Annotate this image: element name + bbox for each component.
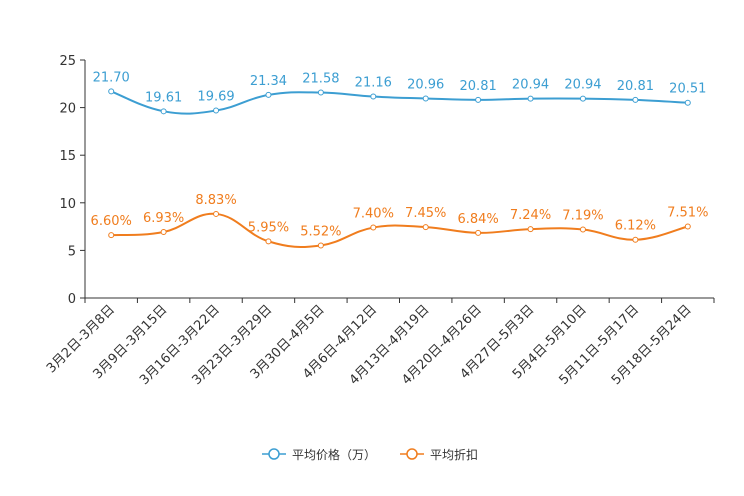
legend-label: 平均折扣 bbox=[430, 447, 478, 462]
data-label: 21.16 bbox=[355, 76, 392, 91]
data-point bbox=[213, 210, 220, 217]
data-label: 8.83% bbox=[195, 193, 236, 208]
data-label: 19.61 bbox=[145, 90, 182, 105]
series-line bbox=[110, 90, 688, 115]
y-tick-label: 20 bbox=[59, 102, 76, 117]
data-label: 20.96 bbox=[407, 77, 444, 92]
data-point bbox=[475, 96, 482, 103]
data-label: 6.60% bbox=[91, 214, 132, 229]
series-avg-discount: 6.60% 6.93% 8.83% 5.95% 5.52% 7.40% 7.45% 6.84%… bbox=[91, 193, 708, 249]
data-label: 5.95% bbox=[248, 220, 289, 235]
data-point bbox=[108, 88, 115, 95]
data-point bbox=[422, 95, 429, 102]
data-point bbox=[579, 95, 586, 102]
series-line bbox=[111, 212, 689, 249]
data-label: 5.52% bbox=[300, 224, 341, 239]
data-label: 7.51% bbox=[667, 206, 708, 221]
y-tick-label: 25 bbox=[59, 54, 76, 69]
legend-item: 平均折扣 bbox=[400, 447, 478, 462]
legend-label: 平均价格（万） bbox=[292, 447, 376, 462]
y-tick-label: 5 bbox=[68, 244, 76, 259]
data-point bbox=[317, 89, 324, 96]
data-point bbox=[160, 229, 167, 236]
data-point bbox=[475, 229, 482, 236]
legend-marker bbox=[268, 448, 280, 460]
data-point bbox=[370, 93, 377, 100]
data-label: 19.69 bbox=[197, 90, 234, 105]
data-label: 6.93% bbox=[143, 211, 184, 226]
data-label: 6.12% bbox=[615, 219, 656, 234]
data-label: 20.81 bbox=[460, 79, 497, 94]
data-label: 21.34 bbox=[250, 74, 287, 89]
y-tick-label: 15 bbox=[59, 149, 76, 164]
data-point bbox=[108, 232, 115, 239]
y-tick-label: 10 bbox=[59, 197, 76, 212]
data-point bbox=[213, 107, 220, 114]
data-point bbox=[632, 236, 639, 243]
data-label: 7.19% bbox=[562, 209, 603, 224]
data-label: 21.58 bbox=[302, 72, 339, 87]
series-avg-price: 21.70 19.61 19.69 21.34 21.58 21.16 20.96 20.81… bbox=[93, 70, 706, 115]
data-point bbox=[265, 91, 272, 98]
data-point bbox=[527, 95, 534, 102]
y-tick-label: 0 bbox=[68, 292, 76, 307]
data-point bbox=[684, 223, 691, 230]
data-label: 21.70 bbox=[93, 70, 130, 85]
data-label: 6.84% bbox=[457, 212, 498, 227]
data-point bbox=[422, 224, 429, 231]
data-label: 7.24% bbox=[510, 208, 551, 223]
legend-marker bbox=[406, 448, 418, 460]
data-point bbox=[317, 242, 324, 249]
data-point bbox=[527, 226, 534, 233]
data-point bbox=[684, 99, 691, 106]
legend-item: 平均价格（万） bbox=[262, 447, 376, 462]
data-point bbox=[265, 238, 272, 245]
data-point bbox=[370, 224, 377, 231]
data-label: 7.40% bbox=[353, 207, 394, 222]
data-label: 20.51 bbox=[669, 82, 706, 97]
data-point bbox=[579, 226, 586, 233]
data-label: 20.94 bbox=[564, 78, 601, 93]
data-point bbox=[632, 96, 639, 103]
data-label: 7.45% bbox=[405, 206, 446, 221]
data-point bbox=[160, 108, 167, 115]
data-label: 20.94 bbox=[512, 78, 549, 93]
data-label: 20.81 bbox=[617, 79, 654, 94]
legend: 平均价格（万） 平均折扣 bbox=[262, 447, 478, 462]
